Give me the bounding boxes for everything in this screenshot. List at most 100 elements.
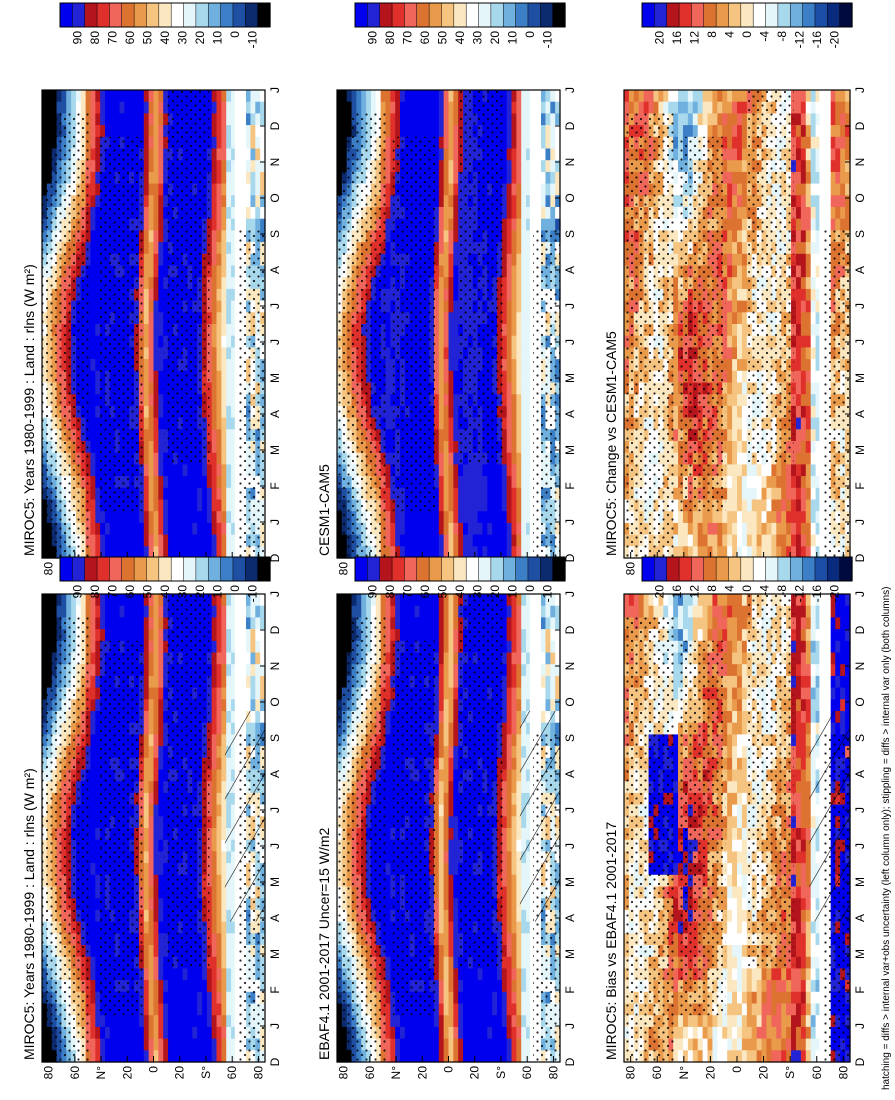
heatmap-cell xyxy=(143,359,150,372)
heatmap-cell xyxy=(211,1015,218,1028)
heatmap-cell xyxy=(414,1038,421,1051)
month-tick-label: N xyxy=(268,158,282,167)
heatmap-cell xyxy=(158,816,164,829)
heatmap-cell xyxy=(380,605,387,618)
heatmap-cell xyxy=(148,828,155,841)
heatmap-cell xyxy=(414,617,421,630)
heatmap-cell xyxy=(226,242,232,255)
heatmap-cell xyxy=(143,734,150,747)
heatmap-cell xyxy=(158,487,164,501)
heatmap-cell xyxy=(153,863,159,876)
heatmap-cell xyxy=(172,1050,179,1063)
heatmap-cell xyxy=(250,594,256,607)
heatmap-cell xyxy=(448,769,454,782)
heatmap-cell xyxy=(221,394,227,407)
heatmap-cell xyxy=(245,594,252,607)
heatmap-cell xyxy=(395,594,401,607)
heatmap-cell xyxy=(182,534,189,547)
heatmap-cell xyxy=(85,594,92,607)
heatmap-cell xyxy=(438,886,445,899)
heatmap-cell xyxy=(153,792,159,806)
heatmap-cell xyxy=(211,136,218,150)
heatmap-cell xyxy=(143,757,150,771)
heatmap-cell xyxy=(211,1026,218,1040)
heatmap-cell xyxy=(148,757,155,771)
heatmap-cell xyxy=(158,534,164,547)
heatmap-cell xyxy=(211,522,218,536)
heatmap-cell xyxy=(385,945,391,958)
heatmap-cell xyxy=(158,171,164,185)
heatmap-cell xyxy=(90,1050,96,1063)
heatmap-cell xyxy=(453,1050,459,1063)
heatmap-cell xyxy=(143,980,150,993)
heatmap-cell xyxy=(158,874,164,888)
month-tick-label: J xyxy=(268,339,282,345)
heatmap-cell xyxy=(153,148,159,161)
heatmap-cell xyxy=(221,851,227,864)
heatmap-cell xyxy=(231,160,237,173)
heatmap-cell xyxy=(453,1038,459,1051)
heatmap-cell xyxy=(158,863,164,876)
heatmap-cell xyxy=(221,968,227,981)
heatmap-cell xyxy=(100,594,106,607)
heatmap-cell xyxy=(192,464,198,477)
heatmap-cell xyxy=(172,476,179,489)
heatmap-cell xyxy=(105,101,111,114)
heatmap-cell xyxy=(168,487,174,501)
heatmap-cell xyxy=(187,1026,193,1040)
heatmap-cell xyxy=(419,1026,425,1040)
heatmap-cell xyxy=(119,90,126,103)
heatmap-cell xyxy=(231,101,237,114)
heatmap-cell xyxy=(109,1038,116,1051)
heatmap-cell xyxy=(231,253,237,267)
heatmap-cell xyxy=(158,851,164,864)
heatmap-cell xyxy=(443,664,450,677)
heatmap-cell xyxy=(216,863,222,876)
heatmap-cell xyxy=(124,1038,130,1051)
heatmap-cell xyxy=(221,90,227,103)
heatmap-cell xyxy=(61,605,67,618)
heatmap-cell xyxy=(42,594,48,607)
heatmap-cell xyxy=(211,664,218,677)
heatmap-cell xyxy=(419,1038,425,1051)
heatmap-cell xyxy=(206,945,213,958)
heatmap-cell xyxy=(143,956,150,969)
heatmap-cell xyxy=(211,546,218,559)
lat-tick-label: 80 xyxy=(42,562,56,576)
stipple-region xyxy=(42,617,92,1062)
heatmap-cell xyxy=(231,1003,237,1016)
heatmap-cell xyxy=(216,1015,222,1028)
heatmap-cell xyxy=(463,1015,469,1028)
heatmap-cell xyxy=(443,629,450,642)
heatmap-cell xyxy=(143,101,150,114)
heatmap-cell xyxy=(216,617,222,630)
heatmap-cell xyxy=(143,711,150,724)
heatmap-cell xyxy=(153,136,159,150)
heatmap-cell xyxy=(182,991,189,1005)
heatmap-cell xyxy=(443,816,450,829)
heatmap-cell xyxy=(148,1050,155,1063)
heatmap-cell xyxy=(211,1050,218,1063)
heatmap-cell xyxy=(231,335,237,348)
heatmap-cell xyxy=(429,605,435,618)
heatmap-cell xyxy=(138,125,145,138)
heatmap-cell xyxy=(385,617,391,630)
heatmap-cell xyxy=(90,909,96,923)
heatmap-cell xyxy=(153,675,159,689)
heatmap-cell xyxy=(148,136,155,150)
heatmap-cell xyxy=(172,991,179,1005)
heatmap-cell xyxy=(158,792,164,806)
heatmap-cell xyxy=(221,499,227,512)
heatmap-cell xyxy=(395,1050,401,1063)
heatmap-cell xyxy=(134,1015,140,1028)
heatmap-cell xyxy=(153,253,159,267)
heatmap-cell xyxy=(90,757,96,771)
heatmap-cell xyxy=(211,991,218,1005)
heatmap-cell xyxy=(453,1015,459,1028)
heatmap-cell xyxy=(250,195,256,208)
heatmap-cell xyxy=(226,335,232,348)
heatmap-cell xyxy=(90,230,96,243)
heatmap-cell xyxy=(216,218,222,231)
heatmap-cell xyxy=(153,991,159,1005)
heatmap-cell xyxy=(260,687,266,700)
